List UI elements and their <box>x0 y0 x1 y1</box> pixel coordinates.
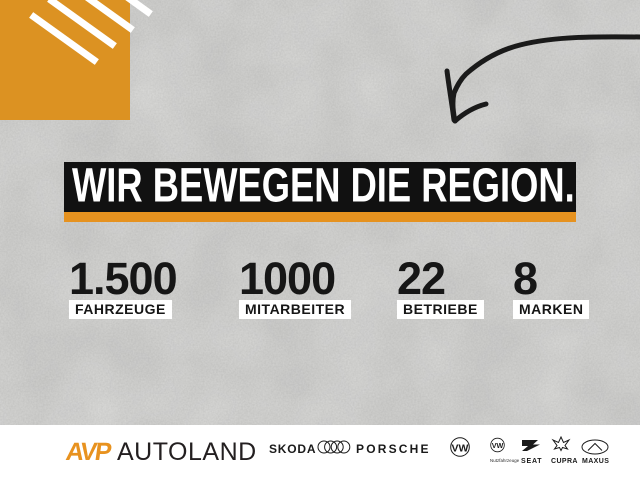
svg-text:VW: VW <box>452 443 469 455</box>
svg-text:VW: VW <box>492 441 504 450</box>
